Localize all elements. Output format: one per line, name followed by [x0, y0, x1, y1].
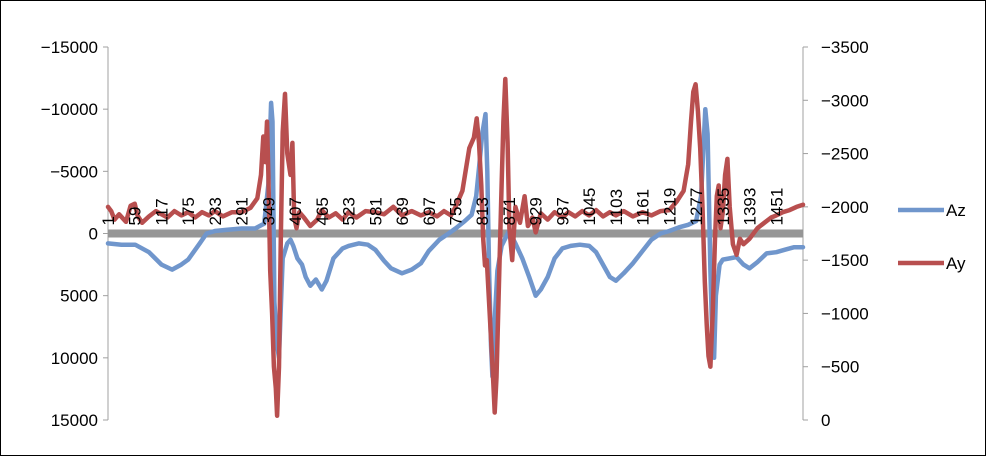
x-axis-tick-label: 755: [447, 197, 466, 225]
series-line-ay: [105, 76, 806, 418]
x-axis-tick-label: 175: [179, 197, 198, 225]
x-axis-tick-label: 871: [500, 197, 519, 225]
x-axis-tick-label: 697: [420, 197, 439, 225]
left-axis-tick-label: −10000: [41, 100, 98, 119]
right-axis-tick-label: −2500: [821, 145, 869, 164]
left-axis-tick-label: 10000: [51, 349, 98, 368]
x-axis-tick-label: 813: [473, 197, 492, 225]
x-axis-tick-label: 291: [233, 197, 252, 225]
right-axis-tick-label: −3500: [821, 38, 869, 57]
x-axis-tick-label: 1393: [741, 188, 760, 226]
right-axis: −3500 −3000 −2500 −2000 −1500 −1000 −500 0: [802, 38, 869, 430]
left-axis-tick-label: 15000: [51, 411, 98, 430]
legend-label-az: Az: [946, 201, 966, 220]
series-line-az: [105, 100, 806, 379]
x-axis-tick-label: 407: [286, 197, 305, 225]
x-axis-tick-label: 987: [553, 197, 572, 225]
right-axis-tick-label: −3000: [821, 91, 869, 110]
x-axis-tick-label: 1219: [660, 188, 679, 226]
left-axis-tick-label: 5000: [60, 287, 98, 306]
x-axis-tick-label: 349: [259, 197, 278, 225]
x-axis-tick-label: 117: [152, 198, 171, 225]
x-axis-tick-label: 639: [393, 197, 412, 225]
x-axis-tick-label: 465: [313, 197, 332, 225]
legend-label-ay: Ay: [946, 254, 966, 273]
x-axis-tick-label: 233: [206, 197, 225, 225]
right-axis-tick-label: 0: [821, 411, 830, 430]
left-axis: −15000 −10000 −5000 0 5000 10000 15000: [41, 38, 109, 430]
x-axis-tick-label: 1451: [767, 188, 786, 226]
x-axis-tick-label: 1161: [634, 189, 653, 226]
x-axis-tick-label: 523: [340, 197, 359, 225]
x-axis-tick-label: 929: [527, 197, 546, 225]
right-axis-tick-label: −2000: [821, 198, 869, 217]
x-axis-tick-label: 1335: [714, 188, 733, 226]
left-axis-tick-label: −5000: [50, 162, 98, 181]
right-axis-tick-label: −1500: [821, 251, 869, 270]
left-axis-tick-label: 0: [89, 225, 98, 244]
right-axis-tick-label: −1000: [821, 304, 869, 323]
left-axis-tick-label: −15000: [41, 38, 98, 57]
x-axis-labels: 1 59 117 175 233 291 349 407 465 523 581 639 697 755 8…: [99, 188, 786, 226]
x-axis-tick-label: 1277: [687, 188, 706, 226]
series-layer: [105, 76, 806, 418]
x-axis-tick-label: 59: [126, 207, 145, 226]
x-axis-tick-label: 1103: [607, 189, 626, 226]
x-axis-tick-label: 1045: [580, 188, 599, 226]
right-axis-tick-label: −500: [821, 358, 859, 377]
x-axis-tick-label: 1: [99, 216, 118, 225]
x-axis-tick-label: 581: [366, 197, 385, 225]
legend: Az Ay: [898, 201, 966, 273]
